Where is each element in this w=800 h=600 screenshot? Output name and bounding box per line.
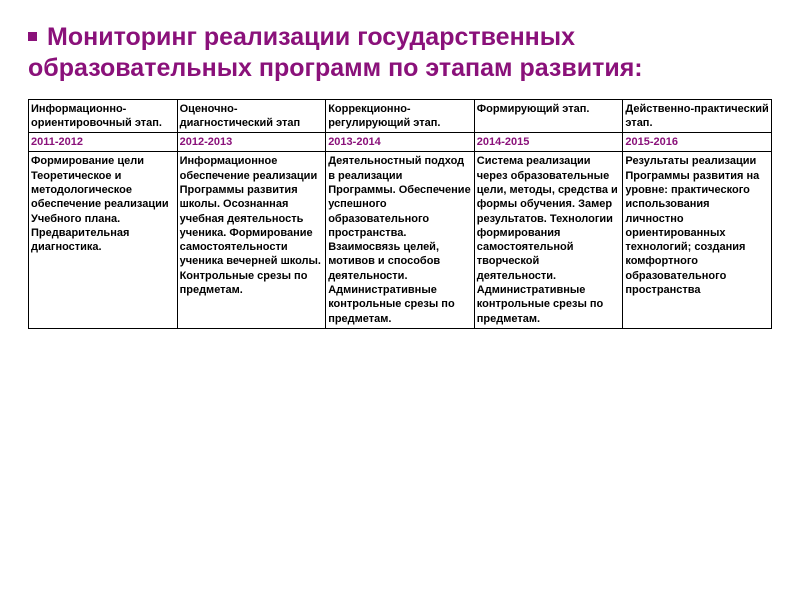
table-period-cell: 2015-2016	[623, 133, 772, 152]
table-header-cell: Действенно-практический этап.	[623, 99, 772, 133]
table-period-cell: 2014-2015	[474, 133, 623, 152]
table-header-cell: Информационно-ориентировочный этап.	[29, 99, 178, 133]
table-period-cell: 2011-2012	[29, 133, 178, 152]
title-bullet-icon	[28, 32, 37, 41]
table-period-cell: 2013-2014	[326, 133, 475, 152]
table-body-row: Формирование цели Теоретическое и методо…	[29, 152, 772, 329]
table-period-cell: 2012-2013	[177, 133, 326, 152]
table-period-row: 2011-2012 2012-2013 2013-2014 2014-2015 …	[29, 133, 772, 152]
table-body-cell: Формирование цели Теоретическое и методо…	[29, 152, 178, 329]
slide: Мониторинг реализации государственных об…	[0, 0, 800, 351]
table-body-cell: Результаты реализации Программы развития…	[623, 152, 772, 329]
monitoring-table: Информационно-ориентировочный этап. Оцен…	[28, 99, 772, 329]
title-text: Мониторинг реализации государственных об…	[28, 23, 643, 82]
table-header-cell: Формирующий этап.	[474, 99, 623, 133]
table-body-cell: Информационное обеспечение реализации Пр…	[177, 152, 326, 329]
table-header-cell: Оценочно-диагностический этап	[177, 99, 326, 133]
table-header-cell: Коррекционно-регулирующий этап.	[326, 99, 475, 133]
table-body-cell: Система реализации через образовательные…	[474, 152, 623, 329]
slide-title: Мониторинг реализации государственных об…	[28, 22, 772, 85]
table-header-row: Информационно-ориентировочный этап. Оцен…	[29, 99, 772, 133]
table-body-cell: Деятельностный подход в реализации Прогр…	[326, 152, 475, 329]
